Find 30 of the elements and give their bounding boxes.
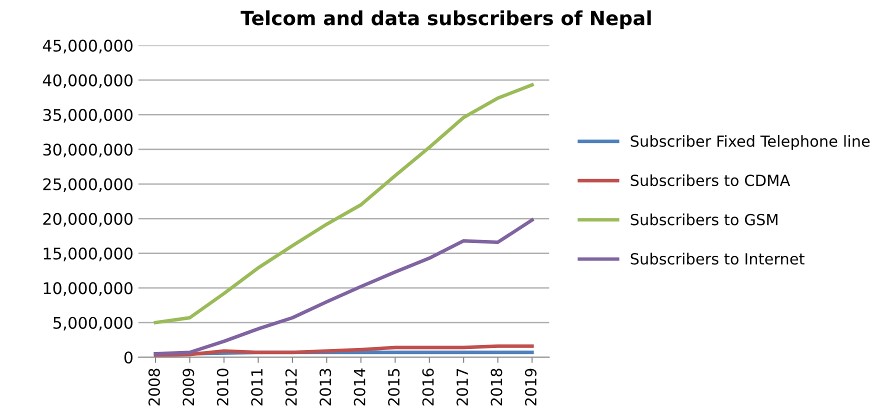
y-tick-label: 10,000,000 (44, 282, 132, 296)
chart-title: Telcom and data subscribers of Nepal (240, 10, 651, 30)
y-tick-label: 0 (124, 351, 132, 364)
y-tick-label: 35,000,000 (43, 108, 132, 123)
legend-label: Subscriber Fixed Telephone line (630, 135, 870, 150)
legend-label: Subscribers to CDMA (630, 174, 790, 186)
y-tick-label: 45,000,000 (42, 40, 132, 54)
x-tick-label: 2013 (320, 368, 332, 406)
y-tick-label: 20,000,000 (43, 212, 132, 227)
x-tick-label: 2019 (524, 368, 537, 406)
y-tick-label: 25,000,000 (43, 178, 132, 192)
y-tick-label: 30,000,000 (43, 144, 132, 158)
y-tick-label: 15,000,000 (44, 248, 132, 262)
legend-label: Subscribers to GSM (630, 214, 778, 226)
y-tick-label: 40,000,000 (42, 74, 132, 88)
legend-label: Subscribers to Internet (630, 252, 804, 265)
x-tick-label: 2016 (422, 368, 434, 406)
line-series (154, 218, 534, 356)
y-tick-label: 5,000,000 (54, 316, 132, 331)
x-tick-label: 2010 (216, 368, 228, 406)
x-tick-label: 2018 (490, 368, 502, 406)
line-series (154, 344, 534, 357)
x-tick-label: 2015 (388, 368, 400, 406)
x-tick-label: 2017 (456, 368, 468, 406)
line-series (154, 83, 534, 324)
x-tick-label: 2014 (354, 368, 366, 406)
x-tick-label: 2009 (182, 368, 194, 406)
x-tick-label: 2008 (148, 368, 160, 406)
x-tick-label: 2012 (285, 369, 297, 406)
x-tick-label: 2011 (251, 369, 263, 406)
